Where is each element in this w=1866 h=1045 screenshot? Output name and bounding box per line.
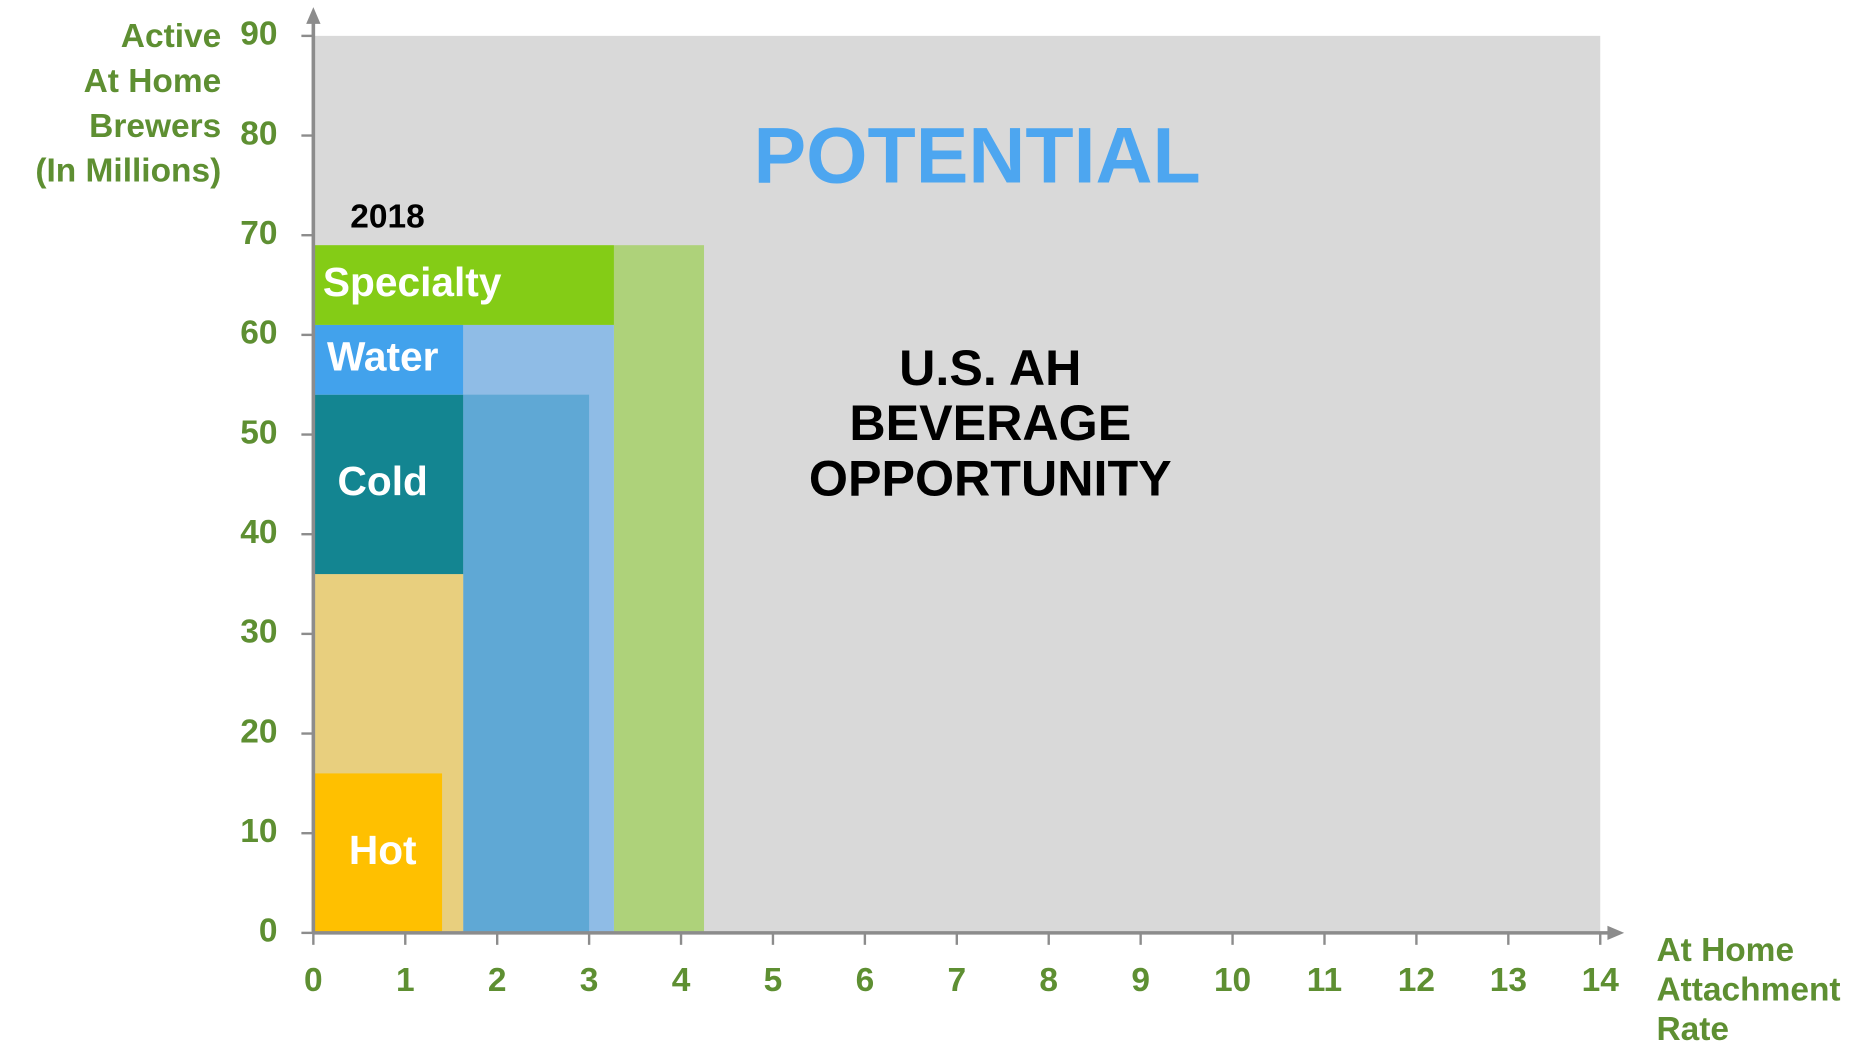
region [313,773,443,933]
x-tick-label: 14 [1582,962,1620,999]
y-tick-label: 30 [240,614,277,651]
x-tick-label: 0 [304,962,323,999]
y-tick-label: 40 [240,514,277,551]
x-tick-label: 9 [1131,962,1150,999]
x-axis-label: Rate [1656,1011,1729,1045]
region [313,245,614,325]
region [313,394,464,575]
y-tick-label: 0 [259,913,278,950]
x-tick-label: 4 [672,962,691,999]
region-label: Hot [349,827,417,873]
annotation: U.S. AH [899,340,1081,396]
marks [313,245,705,933]
x-tick-label: 1 [396,962,415,999]
x-axis-label: At Home [1656,932,1794,969]
region-label: Water [327,334,439,380]
y-tick-label: 80 [240,115,277,152]
y-tick-label: 90 [240,16,277,53]
y-axis-label: At Home [84,63,222,100]
y-tick-label: 10 [240,813,277,850]
y-tick-label: 20 [240,713,277,750]
x-tick-label: 12 [1398,962,1435,999]
y-axis-label: Brewers [89,108,221,145]
x-tick-label: 10 [1214,962,1251,999]
x-tick-label: 8 [1039,962,1058,999]
region-label: Cold [338,458,428,504]
y-tick-label: 70 [240,215,277,252]
chart-title: POTENTIAL [754,111,1201,199]
x-tick-label: 2 [488,962,507,999]
year-label: 2018 [350,199,424,236]
region-label: Specialty [323,259,502,305]
x-axis-arrow [1607,925,1625,941]
x-tick-label: 13 [1490,962,1527,999]
y-tick-label: 50 [240,414,277,451]
region [313,324,464,395]
y-axis-label: (In Millions) [35,153,221,190]
region [463,394,590,933]
x-axis-label: Attachment [1656,971,1840,1008]
y-axis-label: Active [121,18,221,55]
x-tick-label: 3 [580,962,599,999]
y-axis-arrow [306,7,321,24]
x-tick-label: 5 [764,962,783,999]
region [613,245,705,933]
y-tick-label: 60 [240,315,277,352]
x-tick-label: 11 [1307,962,1342,999]
annotation: OPPORTUNITY [809,450,1172,506]
x-tick-label: 6 [856,962,875,999]
x-tick-label: 7 [947,962,966,999]
annotation: BEVERAGE [849,395,1131,451]
